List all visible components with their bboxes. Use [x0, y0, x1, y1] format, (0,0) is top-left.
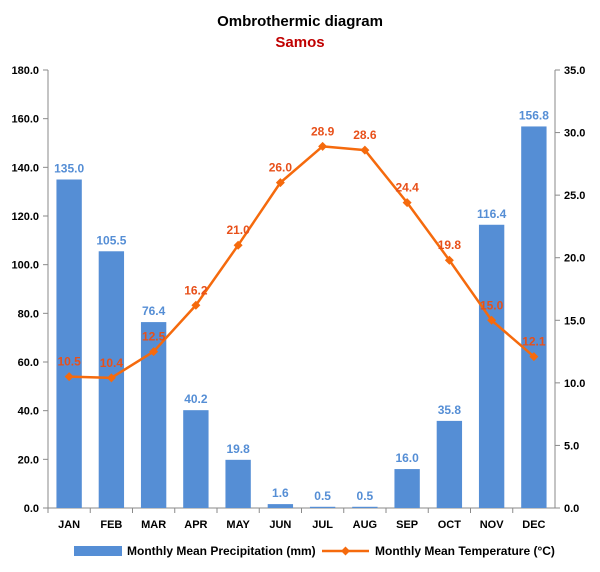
precipitation-data-label: 156.8 — [519, 108, 549, 122]
precipitation-bar — [225, 459, 251, 508]
left-axis-tick-label: 40.0 — [18, 406, 39, 418]
temperature-data-label: 12.5 — [142, 330, 166, 344]
x-axis-tick-label: APR — [184, 519, 207, 531]
temperature-point — [64, 372, 74, 382]
precipitation-bar — [478, 224, 505, 508]
temperature-point — [275, 178, 285, 188]
temperature-point — [106, 373, 116, 383]
precipitation-data-label: 0.5 — [314, 489, 331, 503]
temperature-data-label: 10.5 — [57, 355, 81, 369]
temperature-point — [444, 255, 454, 265]
precipitation-bar — [309, 506, 336, 508]
legend-temperature-label: Monthly Mean Temperature (°C) — [375, 544, 555, 558]
left-axis-tick-label: 0.0 — [24, 503, 39, 515]
x-axis-tick-label: SEP — [396, 519, 418, 531]
temperature-data-label: 10.4 — [100, 356, 124, 370]
precipitation-data-label: 40.2 — [184, 392, 208, 406]
left-axis-tick-label: 20.0 — [18, 454, 39, 466]
precipitation-bar — [521, 126, 547, 508]
temperature-data-label: 16.2 — [184, 283, 208, 297]
left-axis-tick-label: 60.0 — [18, 357, 39, 369]
right-axis-tick-label: 0.0 — [564, 503, 579, 515]
temperature-point — [360, 145, 370, 155]
precipitation-data-label: 0.5 — [357, 489, 374, 503]
legend-temperature-marker — [341, 546, 350, 556]
left-axis-tick-label: 180.0 — [11, 65, 39, 77]
right-axis-tick-label: 25.0 — [564, 190, 585, 202]
left-axis-tick-label: 120.0 — [11, 211, 39, 223]
x-axis-tick-label: FEB — [100, 519, 122, 531]
precipitation-bar — [394, 469, 420, 508]
temperature-data-label: 24.4 — [395, 181, 419, 195]
precipitation-bar — [56, 179, 82, 508]
x-axis-tick-label: JUN — [269, 519, 291, 531]
temperature-data-label: 12.1 — [522, 335, 546, 349]
left-axis-tick-label: 80.0 — [18, 308, 39, 320]
x-axis-tick-label: OCT — [438, 519, 462, 531]
legend-precipitation-swatch — [74, 546, 122, 556]
precipitation-data-label: 1.6 — [272, 486, 289, 500]
x-axis-tick-label: MAY — [226, 519, 250, 531]
precipitation-data-label: 35.8 — [438, 403, 462, 417]
right-axis-tick-label: 30.0 — [564, 128, 585, 140]
temperature-data-label: 19.8 — [438, 238, 462, 252]
precipitation-data-label: 19.8 — [226, 442, 250, 456]
temperature-data-label: 28.9 — [311, 124, 335, 138]
temperature-point — [402, 198, 412, 208]
x-axis-tick-label: JAN — [58, 519, 80, 531]
chart-title: Ombrothermic diagram — [217, 13, 383, 30]
right-axis-tick-label: 10.0 — [564, 378, 585, 390]
x-axis-tick-label: NOV — [480, 519, 505, 531]
precipitation-data-label: 135.0 — [54, 162, 84, 176]
temperature-line — [69, 145, 535, 380]
precipitation-bar — [352, 506, 378, 508]
left-axis-tick-label: 100.0 — [11, 260, 39, 272]
precipitation-data-label: 76.4 — [142, 304, 166, 318]
temperature-data-label: 15.0 — [480, 298, 504, 312]
temperature-point — [318, 141, 328, 151]
left-axis-tick-label: 140.0 — [11, 162, 39, 174]
temperature-point — [149, 347, 159, 357]
precipitation-data-label: 16.0 — [395, 451, 419, 465]
precipitation-bar — [436, 420, 463, 508]
right-axis-tick-label: 5.0 — [564, 440, 579, 452]
temperature-point — [487, 315, 497, 325]
right-axis-tick-label: 35.0 — [564, 65, 585, 77]
x-axis-tick-label: DEC — [522, 519, 545, 531]
right-axis-tick-label: 15.0 — [564, 315, 585, 327]
x-axis-tick-label: JUL — [312, 519, 333, 531]
precipitation-bar — [183, 410, 209, 508]
legend-precipitation-label: Monthly Mean Precipitation (mm) — [127, 544, 316, 558]
temperature-point — [529, 352, 539, 362]
x-axis-tick-label: MAR — [141, 519, 166, 531]
temperature-point — [233, 240, 243, 250]
chart-subtitle: Samos — [275, 34, 325, 51]
right-axis-tick-label: 20.0 — [564, 253, 585, 265]
temperature-point — [191, 300, 201, 310]
temperature-data-label: 26.0 — [269, 161, 293, 175]
x-axis-tick-label: AUG — [353, 519, 377, 531]
temperature-data-label: 21.0 — [226, 223, 250, 237]
precipitation-bar — [267, 504, 294, 508]
precipitation-data-label: 116.4 — [477, 207, 507, 221]
precipitation-data-label: 105.5 — [96, 233, 126, 247]
left-axis-tick-label: 160.0 — [11, 114, 39, 126]
temperature-data-label: 28.6 — [353, 128, 377, 142]
